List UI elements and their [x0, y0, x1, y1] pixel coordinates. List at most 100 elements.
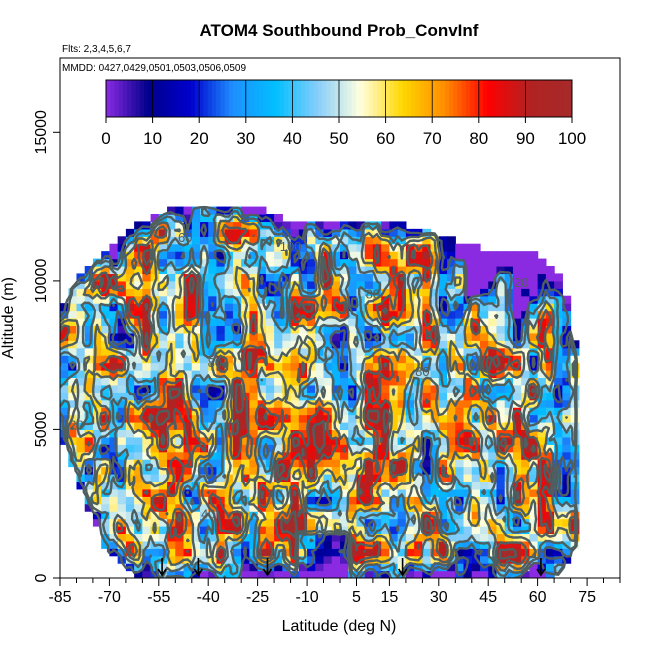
heatmap-cell: [315, 459, 325, 468]
heatmap-cell: [364, 325, 374, 334]
heatmap-cell: [405, 332, 415, 341]
heatmap-cell: [274, 563, 283, 572]
heatmap-cell: [232, 444, 242, 453]
heatmap-cell: [340, 370, 349, 379]
heatmap-cell: [183, 243, 193, 252]
heatmap-cell: [331, 399, 341, 408]
heatmap-cell: [101, 540, 111, 549]
colorbar-segment: [449, 80, 454, 117]
colorbar-segment: [110, 80, 115, 117]
heatmap-cell: [274, 570, 283, 578]
heatmap-cell: [381, 310, 391, 319]
heatmap-cell: [397, 228, 407, 237]
heatmap-cell: [76, 407, 86, 416]
heatmap-cell: [158, 459, 168, 468]
heatmap-cell: [76, 295, 86, 304]
heatmap-cell: [232, 273, 242, 282]
heatmap-cell: [175, 243, 185, 252]
heatmap-cell: [397, 451, 407, 460]
heatmap-cell: [257, 355, 267, 364]
heatmap-cell: [158, 511, 168, 520]
heatmap-cell: [241, 384, 251, 393]
colorbar-tick-label: 90: [516, 129, 535, 148]
heatmap-cell: [315, 407, 325, 416]
heatmap-cell: [471, 570, 481, 578]
heatmap-cell: [232, 288, 242, 297]
heatmap-cell: [208, 347, 218, 356]
heatmap-cell: [372, 228, 382, 237]
colorbar-segment: [309, 80, 315, 117]
heatmap-cell: [307, 236, 316, 245]
heatmap-cell: [290, 310, 300, 319]
heatmap-cell: [150, 355, 160, 364]
heatmap-cell: [274, 488, 283, 497]
heatmap-cell: [397, 422, 407, 431]
heatmap-cell: [315, 384, 325, 393]
heatmap-cell: [191, 481, 201, 490]
heatmap-cell: [200, 258, 209, 267]
heatmap-cell: [84, 474, 94, 483]
heatmap-cell: [158, 332, 168, 341]
heatmap-cell: [471, 266, 481, 275]
heatmap-cell: [323, 370, 333, 379]
heatmap-cell: [117, 548, 127, 557]
heatmap-cell: [109, 429, 119, 438]
heatmap-cell: [315, 481, 325, 490]
colorbar-segment: [317, 80, 323, 117]
heatmap-cell: [117, 310, 127, 319]
heatmap-cell: [200, 511, 209, 520]
heatmap-cell: [232, 548, 242, 557]
heatmap-cell: [307, 310, 316, 319]
colorbar-segment: [508, 80, 514, 117]
heatmap-cell: [216, 325, 226, 334]
heatmap-cell: [249, 347, 259, 356]
heatmap-cell: [208, 236, 218, 245]
heatmap-cell: [241, 399, 251, 408]
heatmap-cell: [315, 236, 325, 245]
heatmap-cell: [84, 503, 94, 512]
heatmap-cell: [290, 399, 300, 408]
heatmap-cell: [200, 414, 209, 423]
heatmap-cell: [307, 332, 316, 341]
heatmap-cell: [315, 340, 325, 349]
heatmap-cell: [76, 459, 86, 468]
heatmap-cell: [372, 481, 382, 490]
heatmap-cell: [430, 295, 440, 304]
heatmap-cell: [125, 414, 135, 423]
contour-label: 20: [69, 417, 83, 432]
heatmap-cell: [274, 273, 283, 282]
heatmap-cell: [134, 496, 143, 505]
heatmap-cell: [216, 214, 226, 223]
heatmap-cell: [331, 228, 341, 237]
heatmap-cell: [167, 206, 176, 215]
heatmap-cell: [257, 451, 267, 460]
heatmap-cell: [142, 325, 152, 334]
heatmap-cell: [331, 503, 341, 512]
heatmap-cell: [389, 288, 399, 297]
heatmap-cell: [356, 280, 366, 289]
heatmap-cell: [307, 340, 316, 349]
heatmap-cell: [191, 392, 201, 401]
heatmap-cell: [216, 466, 226, 475]
heatmap-cell: [183, 511, 193, 520]
heatmap-cell: [389, 318, 399, 327]
heatmap-cell: [504, 258, 514, 267]
heatmap-cell: [274, 518, 283, 527]
heatmap-cell: [348, 228, 358, 237]
heatmap-cell: [191, 436, 201, 445]
heatmap-cell: [84, 436, 94, 445]
x-tick-label: 15: [381, 589, 399, 606]
heatmap-cell: [125, 511, 135, 520]
heatmap-cell: [389, 399, 399, 408]
heatmap-cell: [249, 206, 259, 215]
heatmap-cell: [529, 288, 539, 297]
heatmap-cell: [372, 355, 382, 364]
heatmap-cell: [323, 474, 333, 483]
heatmap-cell: [142, 288, 152, 297]
heatmap-cell: [241, 407, 251, 416]
heatmap-cell: [158, 533, 168, 542]
heatmap-cell: [216, 444, 226, 453]
heatmap-cell: [60, 362, 69, 371]
heatmap-cell: [323, 444, 333, 453]
